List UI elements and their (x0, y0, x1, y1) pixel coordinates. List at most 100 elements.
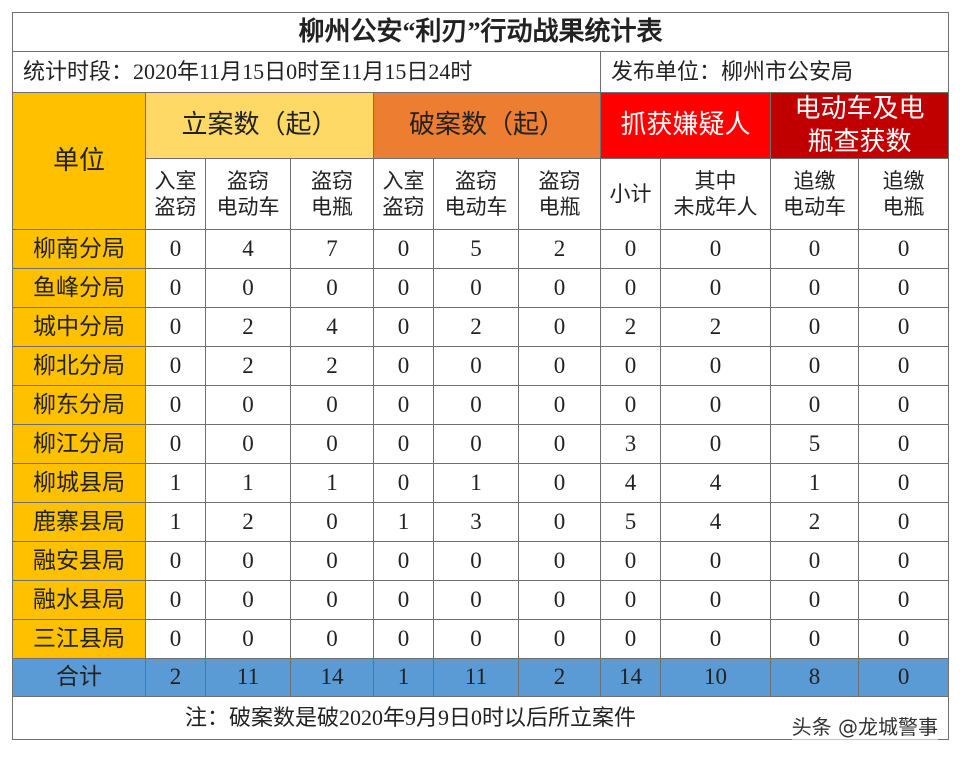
value-cell: 0 (857, 619, 950, 659)
value-cell: 0 (660, 229, 771, 269)
value-cell: 0 (857, 463, 950, 503)
value-cell: 0 (518, 463, 601, 503)
value-cell: 0 (373, 424, 434, 464)
value-cell: 0 (600, 619, 661, 659)
unit-cell: 柳北分局 (12, 346, 146, 386)
value-cell: 0 (145, 229, 206, 269)
value-cell: 1 (145, 502, 206, 542)
sub-header: 盗窃 电动车 (433, 158, 519, 230)
value-cell: 0 (600, 268, 661, 308)
value-cell: 3 (433, 502, 519, 542)
value-cell: 0 (205, 541, 291, 581)
value-cell: 0 (857, 424, 950, 464)
value-cell: 2 (205, 307, 291, 347)
value-cell: 0 (373, 580, 434, 620)
value-cell: 0 (205, 580, 291, 620)
value-cell: 0 (857, 268, 950, 308)
source-watermark: 头条 @龙城警事 (791, 711, 938, 740)
value-cell: 0 (433, 346, 519, 386)
value-cell: 0 (857, 580, 950, 620)
value-cell: 3 (600, 424, 661, 464)
value-cell: 1 (145, 463, 206, 503)
unit-cell: 融安县局 (12, 541, 146, 581)
total-cell: 2 (518, 658, 601, 697)
period: 统计时段：2020年11月15日0时至11月15日24时 (12, 51, 601, 93)
value-cell: 1 (373, 502, 434, 542)
group-header: 立案数（起） (145, 92, 374, 159)
unit-cell: 柳江分局 (12, 424, 146, 464)
value-cell: 0 (857, 346, 950, 386)
sub-header: 盗窃 电瓶 (518, 158, 601, 230)
value-cell: 0 (145, 619, 206, 659)
value-cell: 0 (373, 541, 434, 581)
value-cell: 0 (205, 424, 291, 464)
unit-cell: 融水县局 (12, 580, 146, 620)
group-header: 电动车及电 瓶查获数 (769, 92, 950, 159)
value-cell: 0 (205, 385, 291, 425)
group-header: 破案数（起） (373, 92, 601, 159)
value-cell: 0 (145, 385, 206, 425)
value-cell: 0 (373, 268, 434, 308)
total-cell: 14 (290, 658, 374, 697)
unit-cell: 柳南分局 (12, 229, 146, 269)
value-cell: 0 (600, 385, 661, 425)
value-cell: 0 (290, 541, 374, 581)
value-cell: 0 (857, 307, 950, 347)
value-cell: 0 (770, 580, 859, 620)
value-cell: 0 (660, 346, 771, 386)
value-cell: 0 (373, 619, 434, 659)
value-cell: 0 (373, 346, 434, 386)
value-cell: 0 (373, 463, 434, 503)
value-cell: 0 (373, 307, 434, 347)
value-cell: 0 (518, 424, 601, 464)
value-cell: 0 (518, 385, 601, 425)
total-cell: 10 (660, 658, 771, 697)
value-cell: 5 (770, 424, 859, 464)
value-cell: 1 (205, 463, 291, 503)
table-row: 柳北分局 0 2 2 0 0 0 0 0 0 0 (12, 346, 950, 386)
value-cell: 0 (433, 541, 519, 581)
value-cell: 0 (660, 541, 771, 581)
value-cell: 0 (145, 268, 206, 308)
value-cell: 0 (770, 346, 859, 386)
value-cell: 0 (857, 385, 950, 425)
value-cell: 0 (205, 619, 291, 659)
value-cell: 4 (600, 463, 661, 503)
value-cell: 0 (145, 541, 206, 581)
value-cell: 2 (770, 502, 859, 542)
value-cell: 0 (660, 385, 771, 425)
value-cell: 5 (433, 229, 519, 269)
value-cell: 0 (518, 307, 601, 347)
value-cell: 2 (290, 346, 374, 386)
value-cell: 2 (205, 502, 291, 542)
value-cell: 1 (770, 463, 859, 503)
table-row: 柳江分局 0 0 0 0 0 0 3 0 5 0 (12, 424, 950, 464)
value-cell: 0 (660, 580, 771, 620)
unit-cell: 柳东分局 (12, 385, 146, 425)
value-cell: 0 (660, 424, 771, 464)
value-cell: 1 (290, 463, 374, 503)
value-cell: 0 (433, 385, 519, 425)
table-row: 柳东分局 0 0 0 0 0 0 0 0 0 0 (12, 385, 950, 425)
value-cell: 2 (205, 346, 291, 386)
value-cell: 4 (660, 463, 771, 503)
value-cell: 0 (518, 346, 601, 386)
value-cell: 0 (433, 619, 519, 659)
value-cell: 0 (600, 580, 661, 620)
value-cell: 0 (770, 619, 859, 659)
value-cell: 0 (770, 385, 859, 425)
value-cell: 0 (770, 307, 859, 347)
table-row: 柳城县局 1 1 1 0 1 0 4 4 1 0 (12, 463, 950, 503)
table-row: 合计 2 11 14 1 11 2 14 10 8 0 (12, 658, 950, 697)
unit-header: 单位 (12, 92, 146, 230)
total-cell: 14 (600, 658, 661, 697)
value-cell: 4 (660, 502, 771, 542)
sub-header: 盗窃 电瓶 (290, 158, 374, 230)
table-row: 柳南分局 0 4 7 0 5 2 0 0 0 0 (12, 229, 950, 269)
total-cell: 2 (145, 658, 206, 697)
value-cell: 2 (660, 307, 771, 347)
sub-header: 入室 盗窃 (373, 158, 434, 230)
value-cell: 0 (660, 268, 771, 308)
title: 柳州公安“利刃”行动战果统计表 (11, 12, 950, 52)
value-cell: 0 (290, 502, 374, 542)
